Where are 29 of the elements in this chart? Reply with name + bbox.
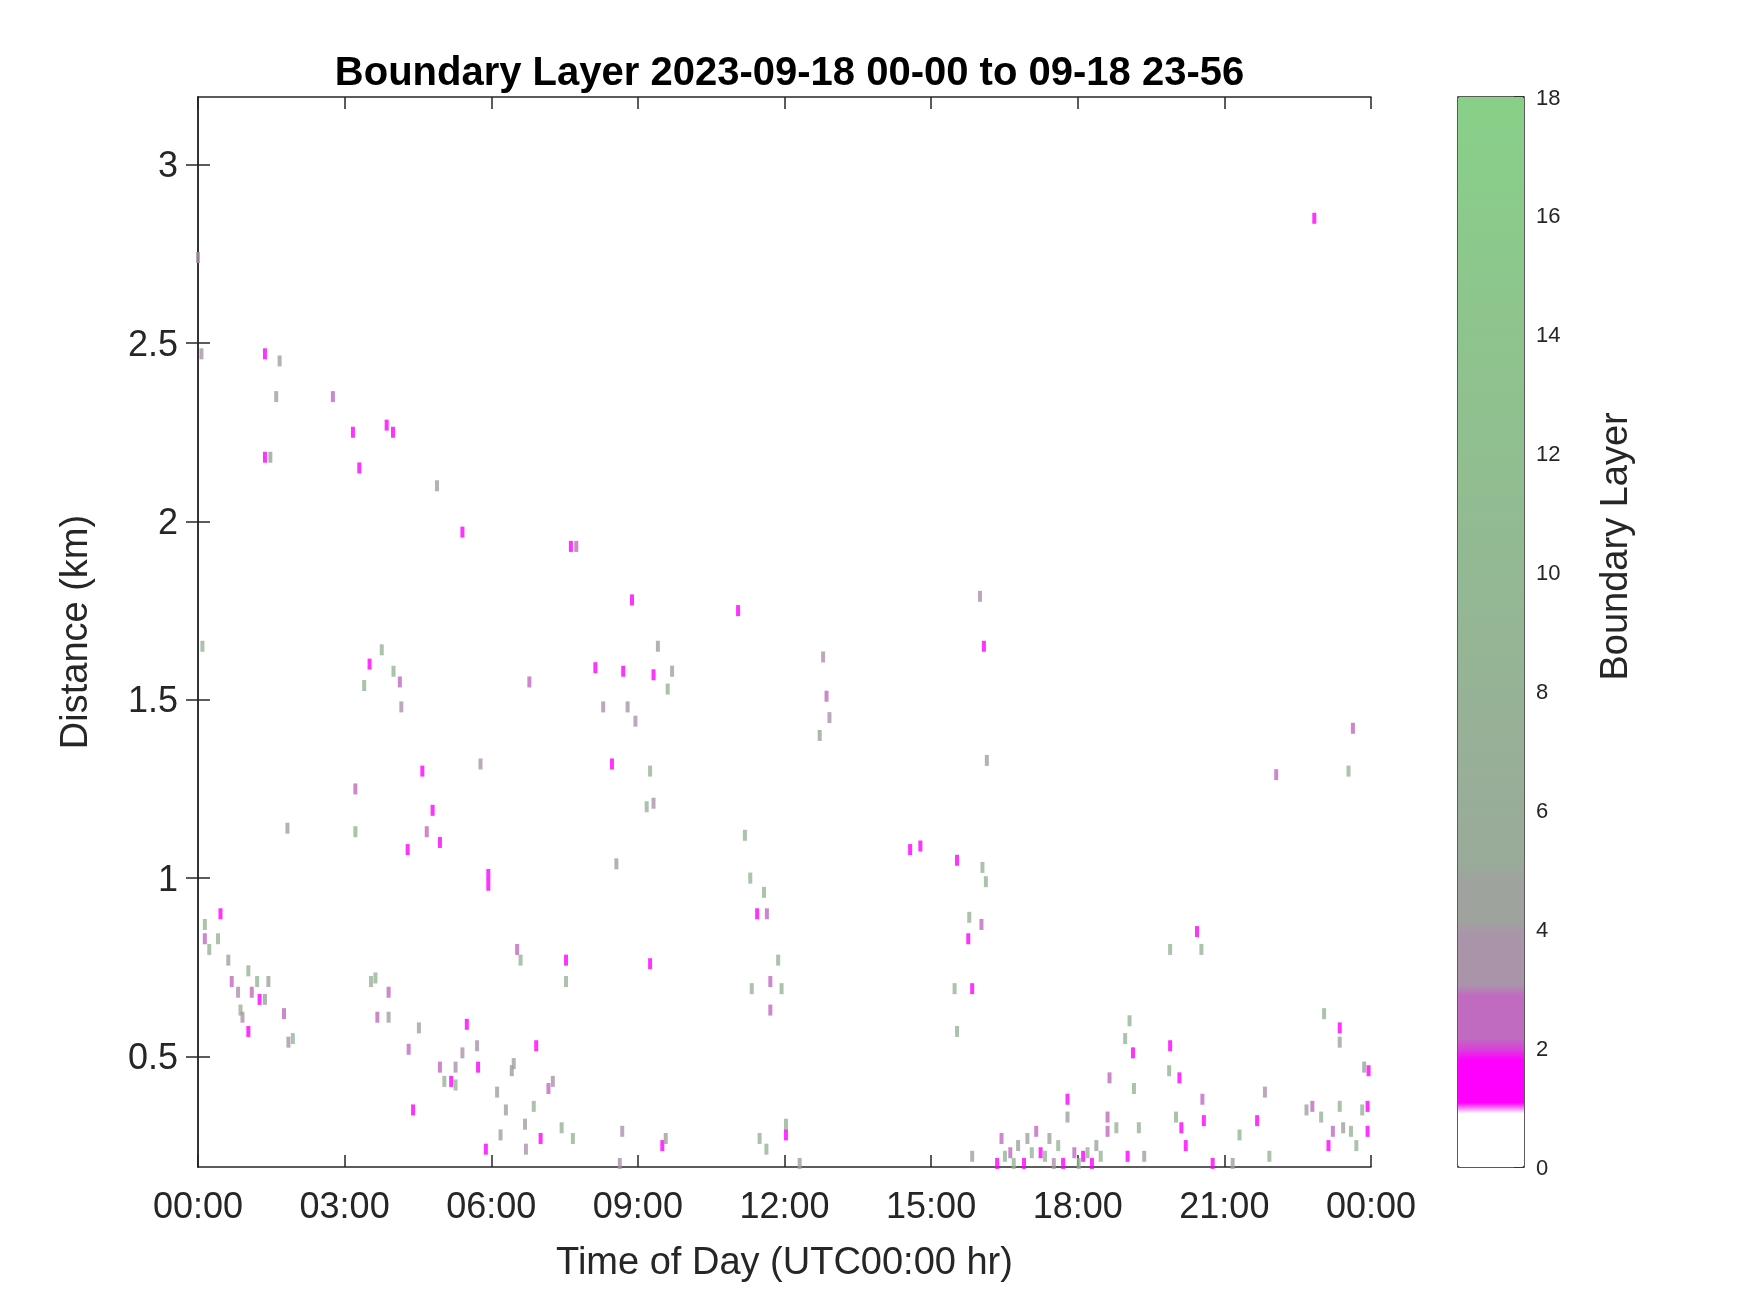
y-tick-label: 2.5 [127, 322, 178, 364]
color-bar-label: 2 [1536, 1035, 1549, 1061]
color-bar-label: 0 [1536, 1154, 1549, 1180]
color-bar-label: 16 [1536, 203, 1561, 229]
chart-title: Boundary Layer 2023-09-18 00-00 to 09-18 23-56 [334, 49, 1245, 93]
x-tick-label: 00:00 [1325, 1184, 1417, 1226]
color-bar-label: 6 [1536, 797, 1549, 823]
color-bar-label: 10 [1536, 560, 1561, 586]
x-tick-label: 21:00 [1179, 1184, 1270, 1226]
x-axis-title: Time of Day (UTC00:00 hr) [556, 1240, 1013, 1282]
x-tick-label: 06:00 [446, 1184, 537, 1226]
color-bar-label: 12 [1536, 441, 1561, 467]
x-tick-label: 03:00 [299, 1184, 390, 1226]
x-tick-label: 18:00 [1032, 1184, 1123, 1226]
y-tick-label: 1.5 [127, 679, 178, 721]
color-bar-title: Boundary Layer [1593, 411, 1635, 681]
color-bar-label: 14 [1536, 322, 1561, 348]
x-tick-label: 00:00 [152, 1184, 244, 1226]
x-tick-label: 15:00 [886, 1184, 977, 1226]
color-bar-label: 8 [1536, 678, 1549, 704]
y-tick-label: 2 [157, 500, 178, 542]
x-tick-label: 09:00 [592, 1184, 683, 1226]
y-tick-label: 3 [157, 144, 178, 186]
color-bar-label: 18 [1536, 84, 1561, 110]
y-tick-label: 1 [157, 857, 178, 899]
y-axis-title: Distance (km) [53, 514, 95, 750]
x-tick-label: 12:00 [739, 1184, 830, 1226]
y-tick-label: 0.5 [127, 1035, 178, 1077]
color-bar-label: 4 [1536, 916, 1549, 942]
